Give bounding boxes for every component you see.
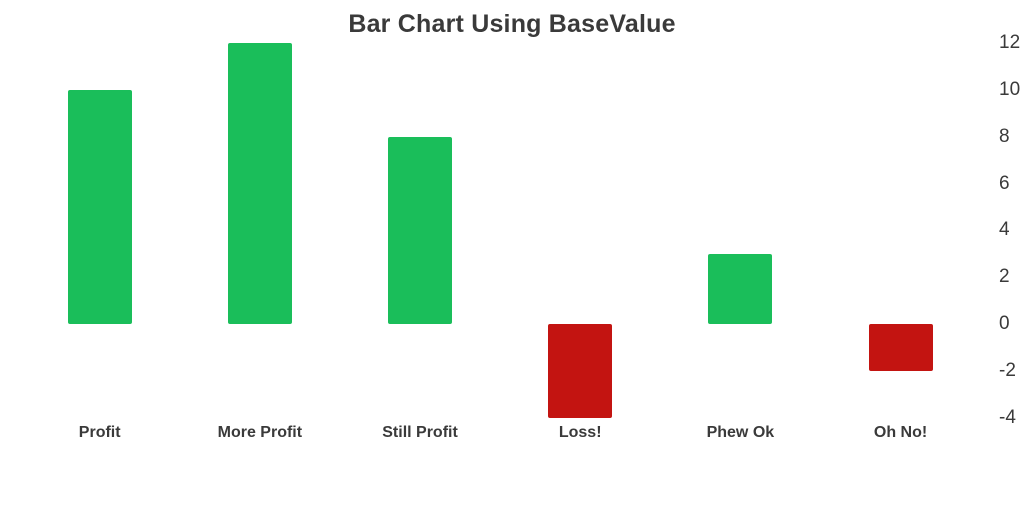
x-axis-label-still-profit: Still Profit [382, 424, 458, 441]
x-axis-label-phew-ok: Phew Ok [706, 424, 775, 441]
bar-loss [548, 324, 613, 418]
y-axis-tick-2: 2 [999, 266, 1010, 288]
x-axis-label-loss: Loss! [558, 424, 602, 441]
y-axis-tick-4: 4 [999, 219, 1010, 241]
y-axis-tick-0: 0 [999, 313, 1010, 334]
bar-oh-no [868, 324, 933, 371]
bar-still-profit [388, 136, 453, 324]
y-axis-tick-8: 8 [999, 125, 1010, 147]
y-axis-tick-6: 6 [999, 172, 1010, 194]
y-axis-tick-minus-2: -2 [999, 359, 1016, 381]
y-axis-tick-minus-4: -4 [999, 406, 1016, 428]
bar-profit [67, 90, 132, 324]
x-axis-label-more-profit: More Profit [217, 424, 303, 441]
x-axis-label-profit: Profit [78, 424, 121, 441]
bar-more-profit [227, 43, 292, 324]
bar-phew-ok [708, 253, 773, 324]
y-axis-tick-12: 12 [999, 32, 1021, 54]
y-axis-tick-10: 10 [999, 79, 1021, 100]
x-axis-label-oh-no: Oh No! [873, 424, 928, 441]
chart-title: Bar Chart Using BaseValue [348, 10, 676, 38]
